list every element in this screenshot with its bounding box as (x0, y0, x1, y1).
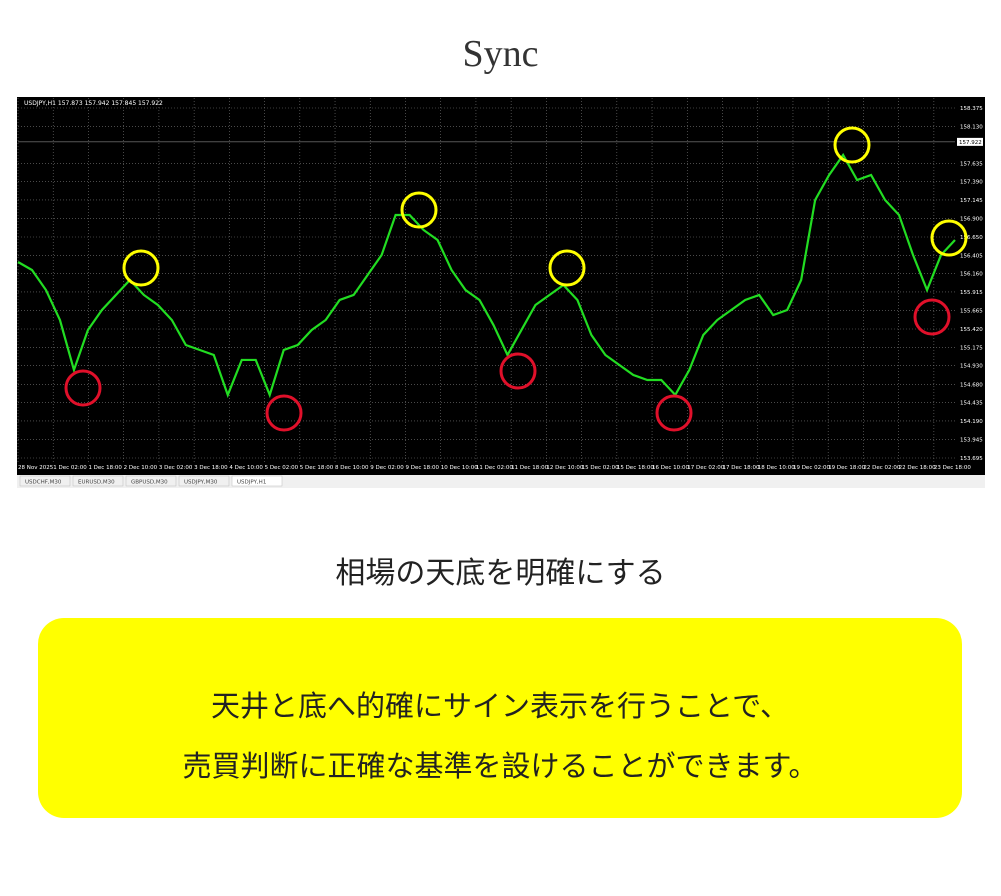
body-line: 売買判断に正確な基準を設けることができます。 (182, 749, 818, 783)
tab[interactable] (19, 475, 71, 487)
x-tick-label: 23 Dec 18:00 (934, 465, 971, 471)
y-tick-label: 153.945 (960, 437, 983, 443)
bottom-signal (655, 394, 693, 432)
top-signal (833, 126, 871, 164)
x-tick-label: 15 Dec 02:00 (582, 465, 619, 471)
x-tick-label: 5 Dec 18:00 (300, 465, 334, 471)
x-tick-label: 28 Nov 2025 (18, 465, 54, 471)
subtitle: 相場の天底を明確にする (335, 556, 666, 591)
bottom-signal (265, 394, 303, 432)
x-tick-label: 8 Dec 10:00 (335, 465, 369, 471)
x-tick-label: 1 Dec 18:00 (88, 465, 122, 471)
x-tick-label: 11 Dec 18:00 (511, 465, 548, 471)
tab-label: USDJPY,M30 (184, 480, 218, 486)
bottom-signal (499, 352, 537, 390)
message-box: 天井と底へ的確にサイン表示を行うことで、 売買判断に正確な基準を設けることができ… (38, 618, 962, 818)
x-tick-label: 12 Dec 10:00 (546, 465, 583, 471)
x-tick-label: 19 Dec 18:00 (828, 465, 865, 471)
x-tick-label: 15 Dec 18:00 (617, 465, 654, 471)
tab-label: USDCHF,M30 (25, 480, 62, 486)
x-tick-label: 4 Dec 10:00 (229, 465, 263, 471)
price-line (17, 152, 956, 399)
bottom-signal (64, 369, 102, 407)
y-tick-label: 154.930 (960, 364, 983, 370)
top-signal (930, 219, 968, 257)
x-tick-label: 19 Dec 02:00 (793, 465, 830, 471)
tab[interactable] (72, 475, 124, 487)
y-tick-label: 154.435 (960, 401, 983, 407)
tab-label: USDJPY,H1 (237, 480, 266, 486)
top-signal (548, 249, 586, 287)
chart-bg (17, 97, 985, 475)
y-tick-label: 157.635 (960, 161, 983, 167)
x-tick-label: 3 Dec 18:00 (194, 465, 228, 471)
chart-header: USDJPY,H1 157.873 157.942 157.845 157.92… (24, 100, 163, 107)
body-line: 天井と底へ的確にサイン表示を行うことで、 (211, 689, 789, 723)
x-tick-label: 5 Dec 02:00 (265, 465, 299, 471)
x-tick-label: 1 Dec 02:00 (53, 465, 87, 471)
tab[interactable] (231, 475, 283, 487)
x-tick-label: 22 Dec 02:00 (863, 465, 900, 471)
bottom-signal (913, 298, 951, 336)
y-tick-label: 155.175 (960, 345, 983, 351)
tab-label: GBPUSD,M30 (131, 480, 168, 486)
y-tick-label: 158.130 (960, 124, 983, 130)
x-tick-label: 11 Dec 02:00 (476, 465, 513, 471)
current-price-box (957, 137, 983, 146)
tab[interactable] (178, 475, 230, 487)
y-tick-label: 157.390 (960, 180, 983, 186)
y-tick-label: 155.665 (960, 309, 983, 315)
y-tick-label: 154.190 (960, 419, 983, 425)
top-signal (122, 249, 160, 287)
x-tick-label: 16 Dec 10:00 (652, 465, 689, 471)
x-tick-label: 22 Dec 18:00 (899, 465, 936, 471)
x-tick-label: 9 Dec 18:00 (405, 465, 439, 471)
x-tick-label: 18 Dec 10:00 (758, 465, 795, 471)
y-tick-label: 155.420 (960, 327, 983, 333)
y-tick-label: 156.650 (960, 235, 983, 241)
y-tick-label: 155.915 (960, 290, 983, 296)
y-tick-label: 153.695 (960, 456, 983, 462)
x-tick-label: 9 Dec 02:00 (370, 465, 404, 471)
x-tick-label: 17 Dec 18:00 (723, 465, 760, 471)
x-tick-label: 2 Dec 10:00 (124, 465, 158, 471)
y-tick-label: 156.405 (960, 253, 983, 259)
title: Sync (462, 33, 539, 75)
y-tick-label: 157.145 (960, 198, 983, 204)
tab-label: EURUSD,M30 (78, 480, 115, 486)
signal-markers (64, 126, 968, 432)
x-tick-label: 3 Dec 02:00 (159, 465, 193, 471)
x-tick-label: 17 Dec 02:00 (687, 465, 724, 471)
current-price-label: 157.922 (959, 140, 982, 146)
y-tick-label: 158.375 (960, 106, 983, 112)
tab[interactable] (125, 475, 177, 487)
top-signal (400, 191, 438, 229)
y-tick-label: 154.680 (960, 382, 983, 388)
x-tick-label: 10 Dec 10:00 (441, 465, 478, 471)
y-tick-label: 156.160 (960, 272, 983, 278)
y-tick-label: 156.900 (960, 216, 983, 222)
